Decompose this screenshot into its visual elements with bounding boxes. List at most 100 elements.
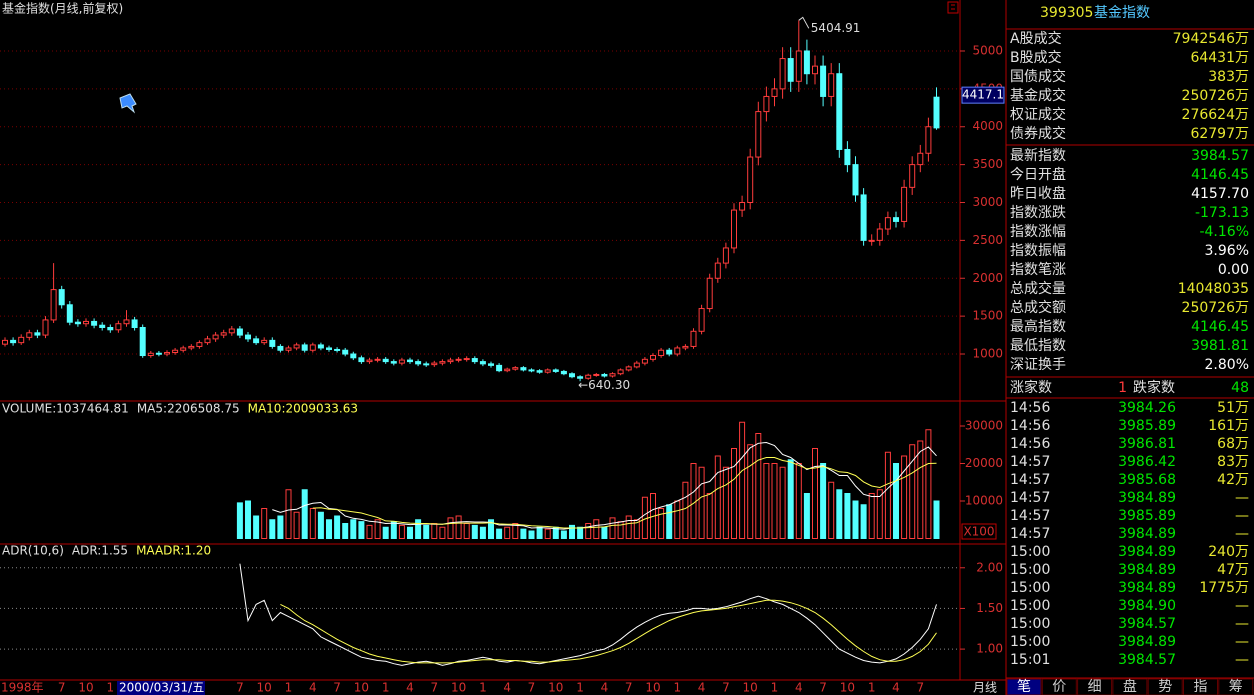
candle-body (115, 323, 122, 331)
row-value: 0.00 (1218, 262, 1249, 278)
y-tick-label: 10000 (965, 494, 1003, 508)
row-label: 指数涨跌 (1010, 205, 1066, 221)
adr-line (239, 563, 937, 666)
x-tick-label: 4 (309, 681, 317, 695)
row-value: 2.80% (1205, 357, 1249, 373)
volume-bar (617, 521, 624, 539)
tab-label[interactable]: 筹 (1229, 678, 1243, 695)
window-icon[interactable] (947, 1, 959, 14)
candle-body (350, 353, 357, 359)
candle-body (463, 358, 470, 361)
row-value: -4.16% (1199, 224, 1249, 240)
tab-label[interactable]: 细 (1088, 679, 1102, 695)
tab[interactable] (1147, 678, 1183, 695)
y-tick-label: 3000 (972, 195, 1003, 209)
volume-bar (488, 519, 494, 539)
volume-bar (901, 455, 908, 539)
row-label: 国债成交 (1010, 68, 1066, 85)
x-tick-label: 10 (78, 681, 93, 695)
volume-bar (301, 489, 308, 539)
unit-box (961, 523, 997, 540)
tab-label[interactable]: 笔 (1017, 679, 1031, 695)
row-label: 昨日收盘 (1010, 185, 1066, 202)
volume-bar (739, 421, 746, 539)
volume-bar (245, 500, 251, 539)
adr-line (280, 599, 937, 664)
cursor-price: 4417.1 (962, 88, 1004, 102)
candle-body (706, 277, 713, 310)
tab[interactable] (1218, 678, 1254, 695)
breadth-label: 涨家数 (1010, 379, 1052, 396)
tab[interactable] (1006, 678, 1042, 695)
tab-label[interactable]: 势 (1158, 679, 1172, 695)
y-tick-label: 1000 (972, 347, 1003, 361)
volume-bar (431, 523, 438, 539)
tab[interactable] (1041, 678, 1077, 695)
tab-label[interactable]: 价 (1052, 679, 1066, 695)
volume-bar (334, 515, 341, 539)
volume-bar (504, 526, 511, 539)
candle-body (277, 345, 284, 351)
row-value: 64431万 (1190, 50, 1249, 66)
tick-price: 3985.89 (1118, 508, 1176, 524)
period-label: 月线 (973, 681, 997, 695)
tick-price: 3984.57 (1118, 652, 1176, 668)
candle-body (666, 349, 673, 355)
tick-time: 14:56 (1010, 436, 1050, 452)
x-tick-label: 7 (333, 681, 341, 695)
tab[interactable] (1112, 678, 1148, 695)
x-tick-label: 4 (698, 681, 706, 695)
x-tick-label: 1 (479, 681, 487, 695)
tab-label[interactable]: 盘 (1123, 678, 1137, 695)
y-tick-label: 1.50 (976, 601, 1003, 615)
candle-body (763, 95, 770, 113)
tick-price: 3985.89 (1118, 418, 1176, 434)
volume-bar (836, 489, 843, 539)
volume-bar (544, 528, 551, 539)
candle-body (431, 362, 438, 366)
tick-price: 3984.57 (1118, 616, 1176, 632)
candle-body (204, 338, 211, 344)
legend-text: ADR:1.55 (72, 544, 128, 558)
volume-bar (496, 528, 503, 539)
volume-bar (471, 524, 478, 539)
candle-body (803, 50, 810, 75)
x-tick-label: 7 (625, 681, 633, 695)
row-label: 基金成交 (1010, 87, 1066, 104)
candle-body (844, 148, 851, 166)
volume-bar (463, 523, 470, 539)
tick-volume: — (1235, 598, 1249, 614)
volume-bar (771, 463, 778, 539)
candle-body (2, 339, 8, 345)
tab[interactable] (1077, 678, 1113, 695)
candle-body (342, 349, 349, 355)
candle-body (536, 370, 543, 373)
y-tick-label: 1500 (972, 309, 1003, 323)
candle-body (455, 358, 462, 361)
volume-bar (253, 515, 260, 539)
volume-bar (277, 515, 284, 539)
candle-body (593, 373, 600, 376)
volume-bar (601, 526, 608, 539)
row-value: 3984.57 (1191, 148, 1249, 164)
legend-text: MA5:2206508.75 (137, 402, 240, 416)
candle-body (674, 347, 681, 355)
tab[interactable] (1183, 678, 1218, 695)
x-tick-label: 1 (382, 681, 390, 695)
tick-time: 15:00 (1010, 562, 1050, 578)
candle-body (650, 355, 656, 360)
tick-time: 14:57 (1010, 526, 1050, 542)
tick-price: 3984.89 (1118, 562, 1176, 578)
volume-bar (868, 493, 875, 539)
tab-label[interactable]: 指 (1194, 679, 1208, 695)
candle-body (933, 96, 940, 129)
candle-body (633, 362, 640, 368)
x-tick-label: 4 (406, 681, 414, 695)
row-label: 指数笔涨 (1010, 262, 1066, 278)
candle-body (812, 65, 818, 75)
candle-body (66, 304, 73, 323)
volume-bar (860, 504, 867, 539)
candle-body (641, 358, 648, 364)
row-label: 最低指数 (1010, 338, 1066, 354)
tick-time: 14:57 (1010, 508, 1050, 524)
